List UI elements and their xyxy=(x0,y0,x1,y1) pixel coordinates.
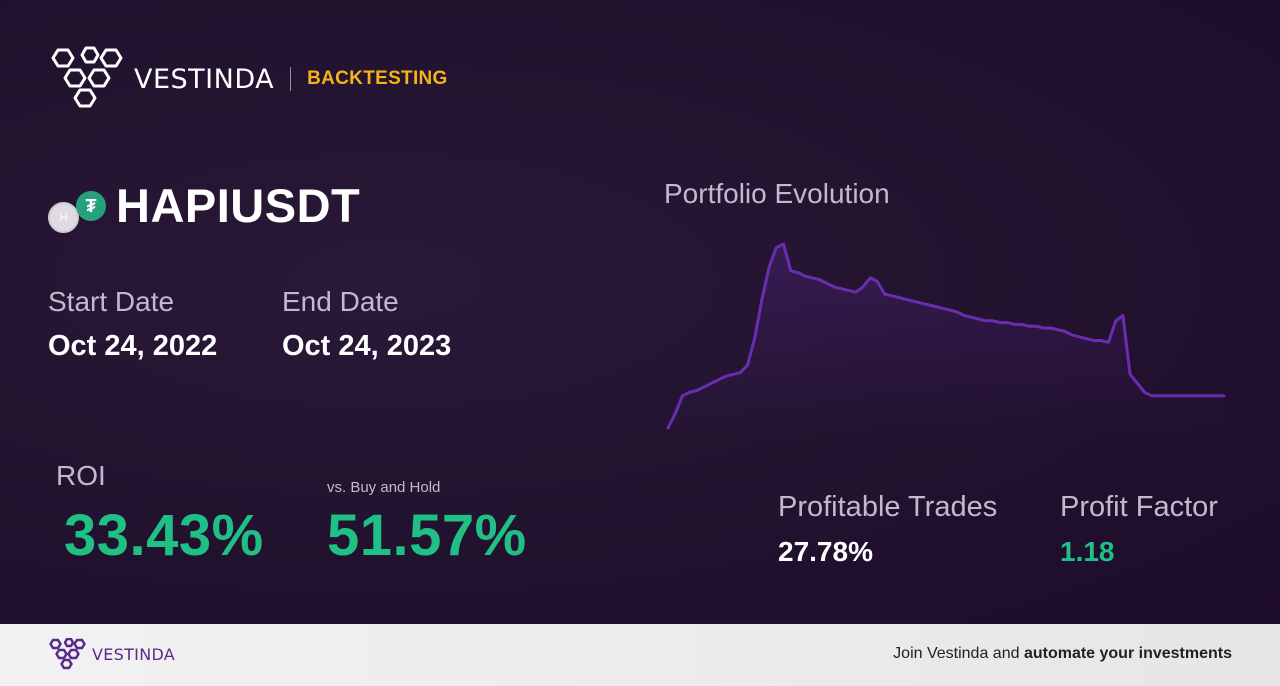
pair-symbol: HAPIUSDT xyxy=(116,179,361,232)
end-date-label: End Date xyxy=(282,286,399,317)
start-date-value: Oct 24, 2022 xyxy=(48,330,218,362)
vestinda-logo-icon xyxy=(49,638,86,670)
start-date-label: Start Date xyxy=(48,286,175,317)
hapi-coin-letter: H xyxy=(59,211,68,224)
portfolio-area xyxy=(668,244,1224,438)
header-divider xyxy=(290,67,292,91)
profit-factor-label: Profit Factor xyxy=(1060,491,1218,523)
roi-value: 33.43% xyxy=(64,503,264,568)
portfolio-line xyxy=(666,242,1226,430)
end-date-value: Oct 24, 2023 xyxy=(282,330,452,362)
roi-label: ROI xyxy=(56,460,106,491)
hapi-coin-icon: H xyxy=(48,202,79,233)
footer-cta-bold: automate your investments xyxy=(1023,645,1232,662)
tether-coin-glyph: ₮ xyxy=(85,195,97,216)
footer-cta[interactable]: Join Vestinda and automate your investme… xyxy=(893,645,1232,663)
footer-brand-name: VESTINDA xyxy=(92,645,176,664)
profit-factor-value: 1.18 xyxy=(1060,536,1115,567)
brand-name: VESTINDA xyxy=(134,63,275,95)
section-tag: BACKTESTING xyxy=(307,68,448,89)
footer-logo[interactable]: VESTINDA xyxy=(48,638,175,671)
footer-bar: VESTINDA Join Vestinda and automate your… xyxy=(0,624,1280,686)
tether-coin-icon: ₮ xyxy=(76,191,106,221)
chart-title: Portfolio Evolution xyxy=(664,178,890,209)
backtest-card: VESTINDA BACKTESTING H ₮ HAPIUSDT Start … xyxy=(0,0,1280,624)
profitable-trades-value: 27.78% xyxy=(778,536,873,567)
portfolio-evolution-chart xyxy=(666,242,1226,438)
footer-cta-prefix: Join Vestinda and xyxy=(893,645,1024,662)
vs-buy-hold-label: vs. Buy and Hold xyxy=(327,479,441,496)
header-logo[interactable]: VESTINDA BACKTESTING xyxy=(48,46,448,112)
profitable-trades-label: Profitable Trades xyxy=(778,491,998,523)
vs-buy-hold-value: 51.57% xyxy=(327,503,527,568)
vestinda-logo-icon xyxy=(51,46,123,108)
